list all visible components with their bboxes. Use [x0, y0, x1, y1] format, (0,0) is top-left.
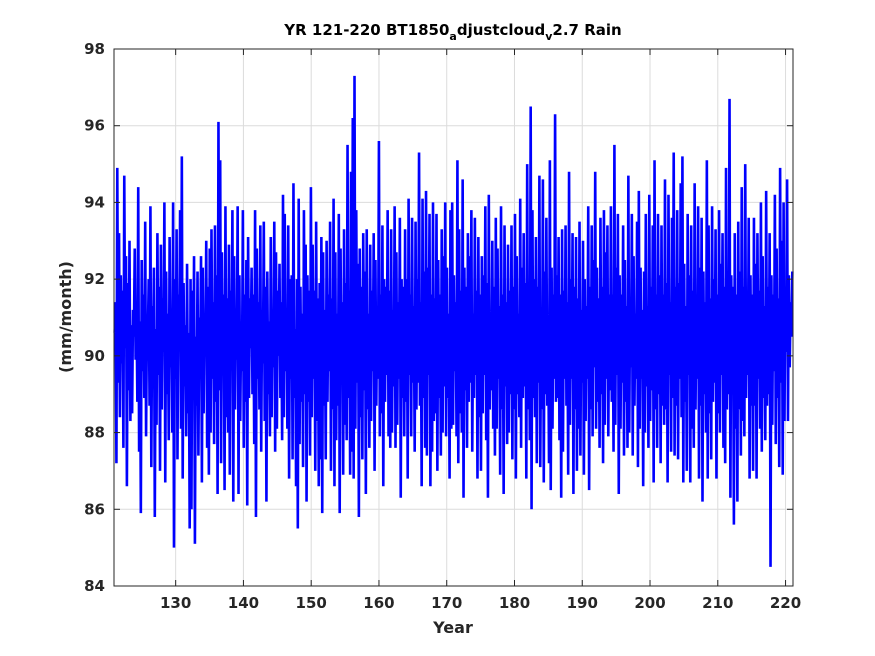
x-tick-label: 190 — [567, 594, 598, 612]
tick-labels: 130 140 150 160 170 180 190 200 210 220 84 86 88 90 92… — [84, 40, 801, 612]
series-group — [113, 75, 794, 567]
y-tick-label: 90 — [84, 347, 105, 365]
chart-title-part3: 2.7 Rain — [552, 21, 621, 39]
x-tick-label: 220 — [770, 594, 801, 612]
x-tick-label: 130 — [160, 594, 191, 612]
y-tick-label: 84 — [84, 577, 105, 595]
x-tick-label: 200 — [634, 594, 665, 612]
chart-title-part2: djustcloud — [457, 21, 545, 39]
y-tick-label: 96 — [84, 117, 105, 135]
y-tick-label: 86 — [84, 500, 105, 518]
axis-ticks — [114, 48, 793, 587]
x-tick-label: 140 — [228, 594, 259, 612]
y-tick-label: 98 — [84, 40, 105, 58]
y-tick-label: 92 — [84, 270, 105, 288]
x-axis-label: Year — [432, 618, 473, 637]
chart-title: YR 121-220 BT1850adjustcloudv2.7 Rain — [283, 21, 621, 43]
x-tick-label: 180 — [499, 594, 530, 612]
y-tick-label: 94 — [84, 193, 105, 211]
axes-box — [113, 48, 794, 587]
chart-title-sub1: a — [449, 30, 456, 43]
chart-title-sub2: v — [545, 30, 553, 43]
x-tick-label: 160 — [363, 594, 394, 612]
x-tick-label: 150 — [296, 594, 327, 612]
x-tick-label: 170 — [431, 594, 462, 612]
chart-title-part1: YR 121-220 BT1850 — [283, 21, 449, 39]
x-tick-label: 210 — [702, 594, 733, 612]
y-tick-label: 88 — [84, 424, 105, 442]
rain-series-line — [113, 75, 794, 567]
y-axis-label: (mm/month) — [56, 261, 75, 373]
